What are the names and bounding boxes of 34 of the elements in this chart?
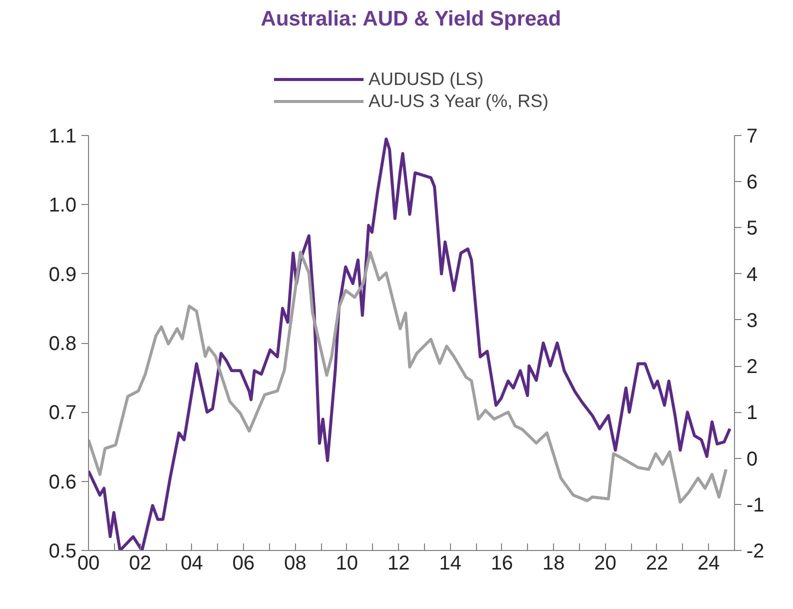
chart-title: Australia: AUD & Yield Spread xyxy=(260,8,562,30)
y2-tick-label: 2 xyxy=(746,356,758,378)
y2-tick-label: 3 xyxy=(746,310,758,332)
x-tick-label: 12 xyxy=(387,552,410,574)
y-tick-label: 0.6 xyxy=(48,471,77,494)
x-tick-label: 10 xyxy=(336,552,358,574)
x-tick-label: 02 xyxy=(129,552,152,574)
x-tick-label: 18 xyxy=(542,552,565,574)
y2-tick-label: 5 xyxy=(746,218,758,240)
x-tick-label: 00 xyxy=(77,552,100,574)
x-tick-label: 20 xyxy=(594,552,616,574)
y2-tick-label: 6 xyxy=(746,172,758,194)
y-tick-label: 0.9 xyxy=(48,264,77,286)
y2-tick-label: -2 xyxy=(746,540,764,562)
x-tick-label: 04 xyxy=(180,552,203,574)
x-tick-label: 22 xyxy=(646,552,668,574)
x-tick-label: 16 xyxy=(490,552,514,574)
x-tick-label: 24 xyxy=(698,552,720,574)
y-tick-label: 0.8 xyxy=(48,333,77,355)
x-tick-label: 14 xyxy=(439,552,462,574)
y2-tick-label: -1 xyxy=(746,494,764,516)
y-tick-label: 1.1 xyxy=(48,126,77,148)
x-tick-label: 06 xyxy=(232,552,255,574)
y-tick-label: 1.0 xyxy=(48,194,77,217)
line-series xyxy=(88,250,728,504)
y2-tick-label: 0 xyxy=(746,448,758,470)
x-tick-label: 08 xyxy=(284,552,306,574)
y2-tick-label: 7 xyxy=(746,126,758,148)
y2-tick-label: 4 xyxy=(746,264,758,286)
legend-label: AUDUSD (LS) xyxy=(368,68,484,90)
y2-tick-label: 1 xyxy=(746,402,758,424)
y-tick-label: 0.5 xyxy=(48,540,77,562)
legend-label: AU-US 3 Year (%, RS) xyxy=(368,90,549,112)
y-tick-label: 0.7 xyxy=(48,402,77,424)
